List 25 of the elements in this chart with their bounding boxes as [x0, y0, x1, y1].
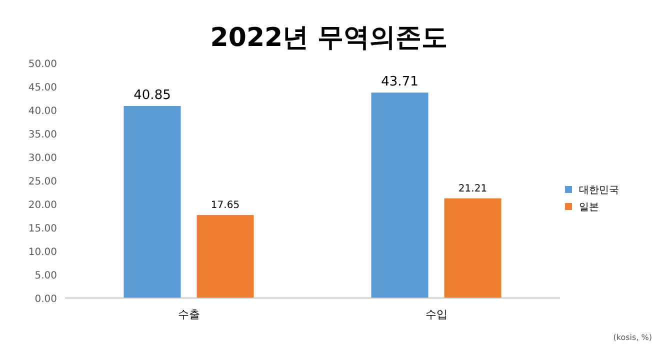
y-tick-label: 5.00 [34, 270, 57, 282]
data-label: 21.21 [458, 183, 488, 194]
text: (kosis, %) [613, 333, 652, 342]
bar [444, 198, 502, 298]
y-tick-label: 50.00 [28, 59, 57, 70]
y-tick-label: 0.00 [34, 294, 57, 305]
y-tick-label: 45.00 [28, 82, 57, 94]
y-tick-label: 35.00 [28, 130, 57, 140]
data-label: 17.65 [210, 200, 240, 212]
y-tick-label: 30.00 [28, 153, 57, 164]
bar [371, 92, 428, 298]
y-tick-label: 10.00 [28, 247, 57, 258]
bar [196, 215, 254, 298]
x-tick-label: 수출 [178, 308, 200, 321]
legend-label: 일본 [579, 202, 599, 213]
x-tick-label: 수입 [425, 308, 448, 321]
legend-label: 대한민국 [579, 185, 619, 196]
data-label: 40.85 [134, 88, 171, 104]
data-label: 43.71 [381, 74, 418, 90]
chart-title: 2022년 무역의존도 [210, 23, 448, 53]
y-tick-label: 20.00 [28, 200, 57, 211]
y-tick-label: 40.00 [28, 106, 57, 117]
y-tick-label: 15.00 [28, 224, 57, 234]
y-tick-label: 25.00 [28, 176, 57, 188]
bar [124, 106, 181, 298]
